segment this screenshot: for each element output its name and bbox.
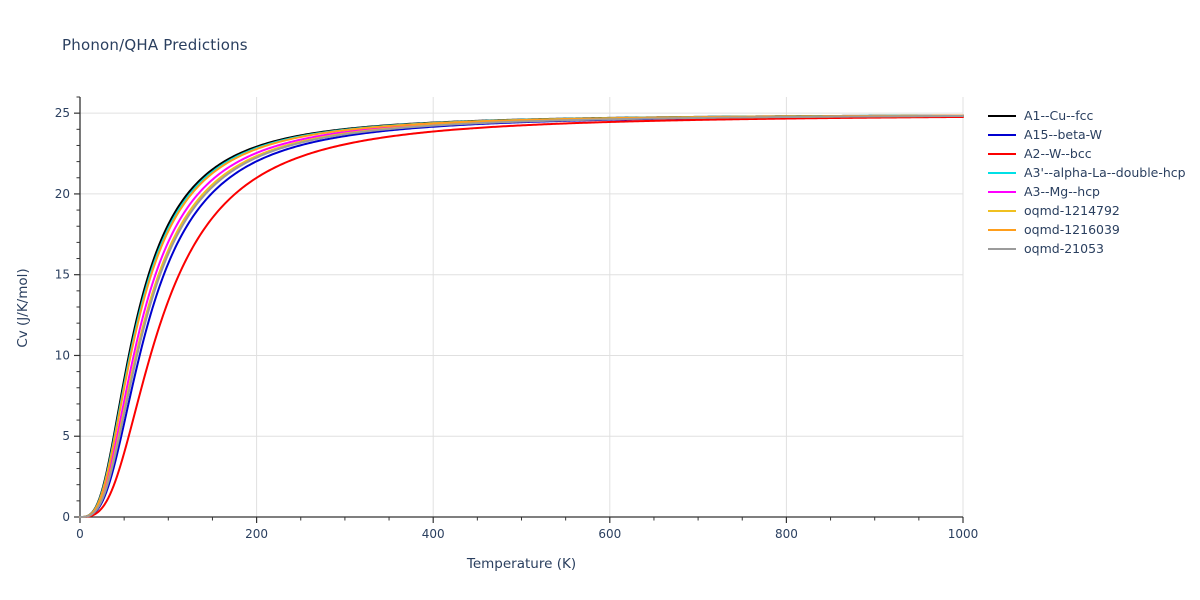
legend-item-7: oqmd-21053 <box>988 239 1186 258</box>
series-curve-oqmd-21053 <box>79 114 964 518</box>
series-curve-a1-cu-fcc <box>79 114 964 518</box>
legend-label: A3'--alpha-La--double-hcp <box>1024 165 1186 180</box>
legend-label: A15--beta-W <box>1024 127 1103 142</box>
y-tick-label: 20 <box>55 187 70 201</box>
legend-item-5: oqmd-1214792 <box>988 201 1186 220</box>
legend-swatch <box>988 133 1016 136</box>
legend-swatch <box>988 114 1016 117</box>
x-tick-label: 600 <box>598 527 621 541</box>
y-axis-title: Cv (J/K/mol) <box>15 268 31 348</box>
legend-item-4: A3--Mg--hcp <box>988 182 1186 201</box>
series-curve-oqmd-1214792 <box>79 114 964 518</box>
legend-label: A2--W--bcc <box>1024 146 1092 161</box>
legend: A1--Cu--fcc A15--beta-W A2--W--bcc A3'--alp… <box>988 106 1186 258</box>
series-curve-oqmd-1216039 <box>79 114 964 518</box>
legend-swatch <box>988 171 1016 174</box>
legend-item-3: A3'--alpha-La--double-hcp <box>988 163 1186 182</box>
x-tick-label: 0 <box>76 527 84 541</box>
series-curve-a2-w-bcc <box>79 115 964 518</box>
legend-label: A1--Cu--fcc <box>1024 108 1094 123</box>
chart-title: Phonon/QHA Predictions <box>62 36 248 54</box>
series-curve-a3-alpha-la-double-hcp <box>79 114 964 518</box>
x-tick-label: 200 <box>245 527 268 541</box>
legend-label: oqmd-1216039 <box>1024 222 1120 237</box>
x-tick-label: 800 <box>775 527 798 541</box>
x-tick-label: 1000 <box>948 527 979 541</box>
x-axis-title: Temperature (K) <box>466 556 577 572</box>
legend-label: A3--Mg--hcp <box>1024 184 1100 199</box>
legend-swatch <box>988 152 1016 155</box>
legend-item-2: A2--W--bcc <box>988 144 1186 163</box>
legend-swatch <box>988 190 1016 193</box>
legend-swatch <box>988 228 1016 231</box>
y-tick-label: 0 <box>62 510 70 524</box>
legend-label: oqmd-1214792 <box>1024 203 1120 218</box>
legend-item-1: A15--beta-W <box>988 125 1186 144</box>
y-tick-label: 10 <box>55 348 70 362</box>
legend-item-6: oqmd-1216039 <box>988 220 1186 239</box>
legend-swatch <box>988 209 1016 212</box>
series-curve-a15-beta-w <box>79 115 964 518</box>
legend-label: oqmd-21053 <box>1024 241 1104 256</box>
series-curve-a3-mg-hcp <box>79 114 964 518</box>
y-tick-label: 5 <box>62 429 70 443</box>
x-tick-label: 400 <box>422 527 445 541</box>
legend-item-0: A1--Cu--fcc <box>988 106 1186 125</box>
legend-swatch <box>988 247 1016 250</box>
y-tick-label: 15 <box>55 268 70 282</box>
y-tick-label: 25 <box>55 106 70 120</box>
